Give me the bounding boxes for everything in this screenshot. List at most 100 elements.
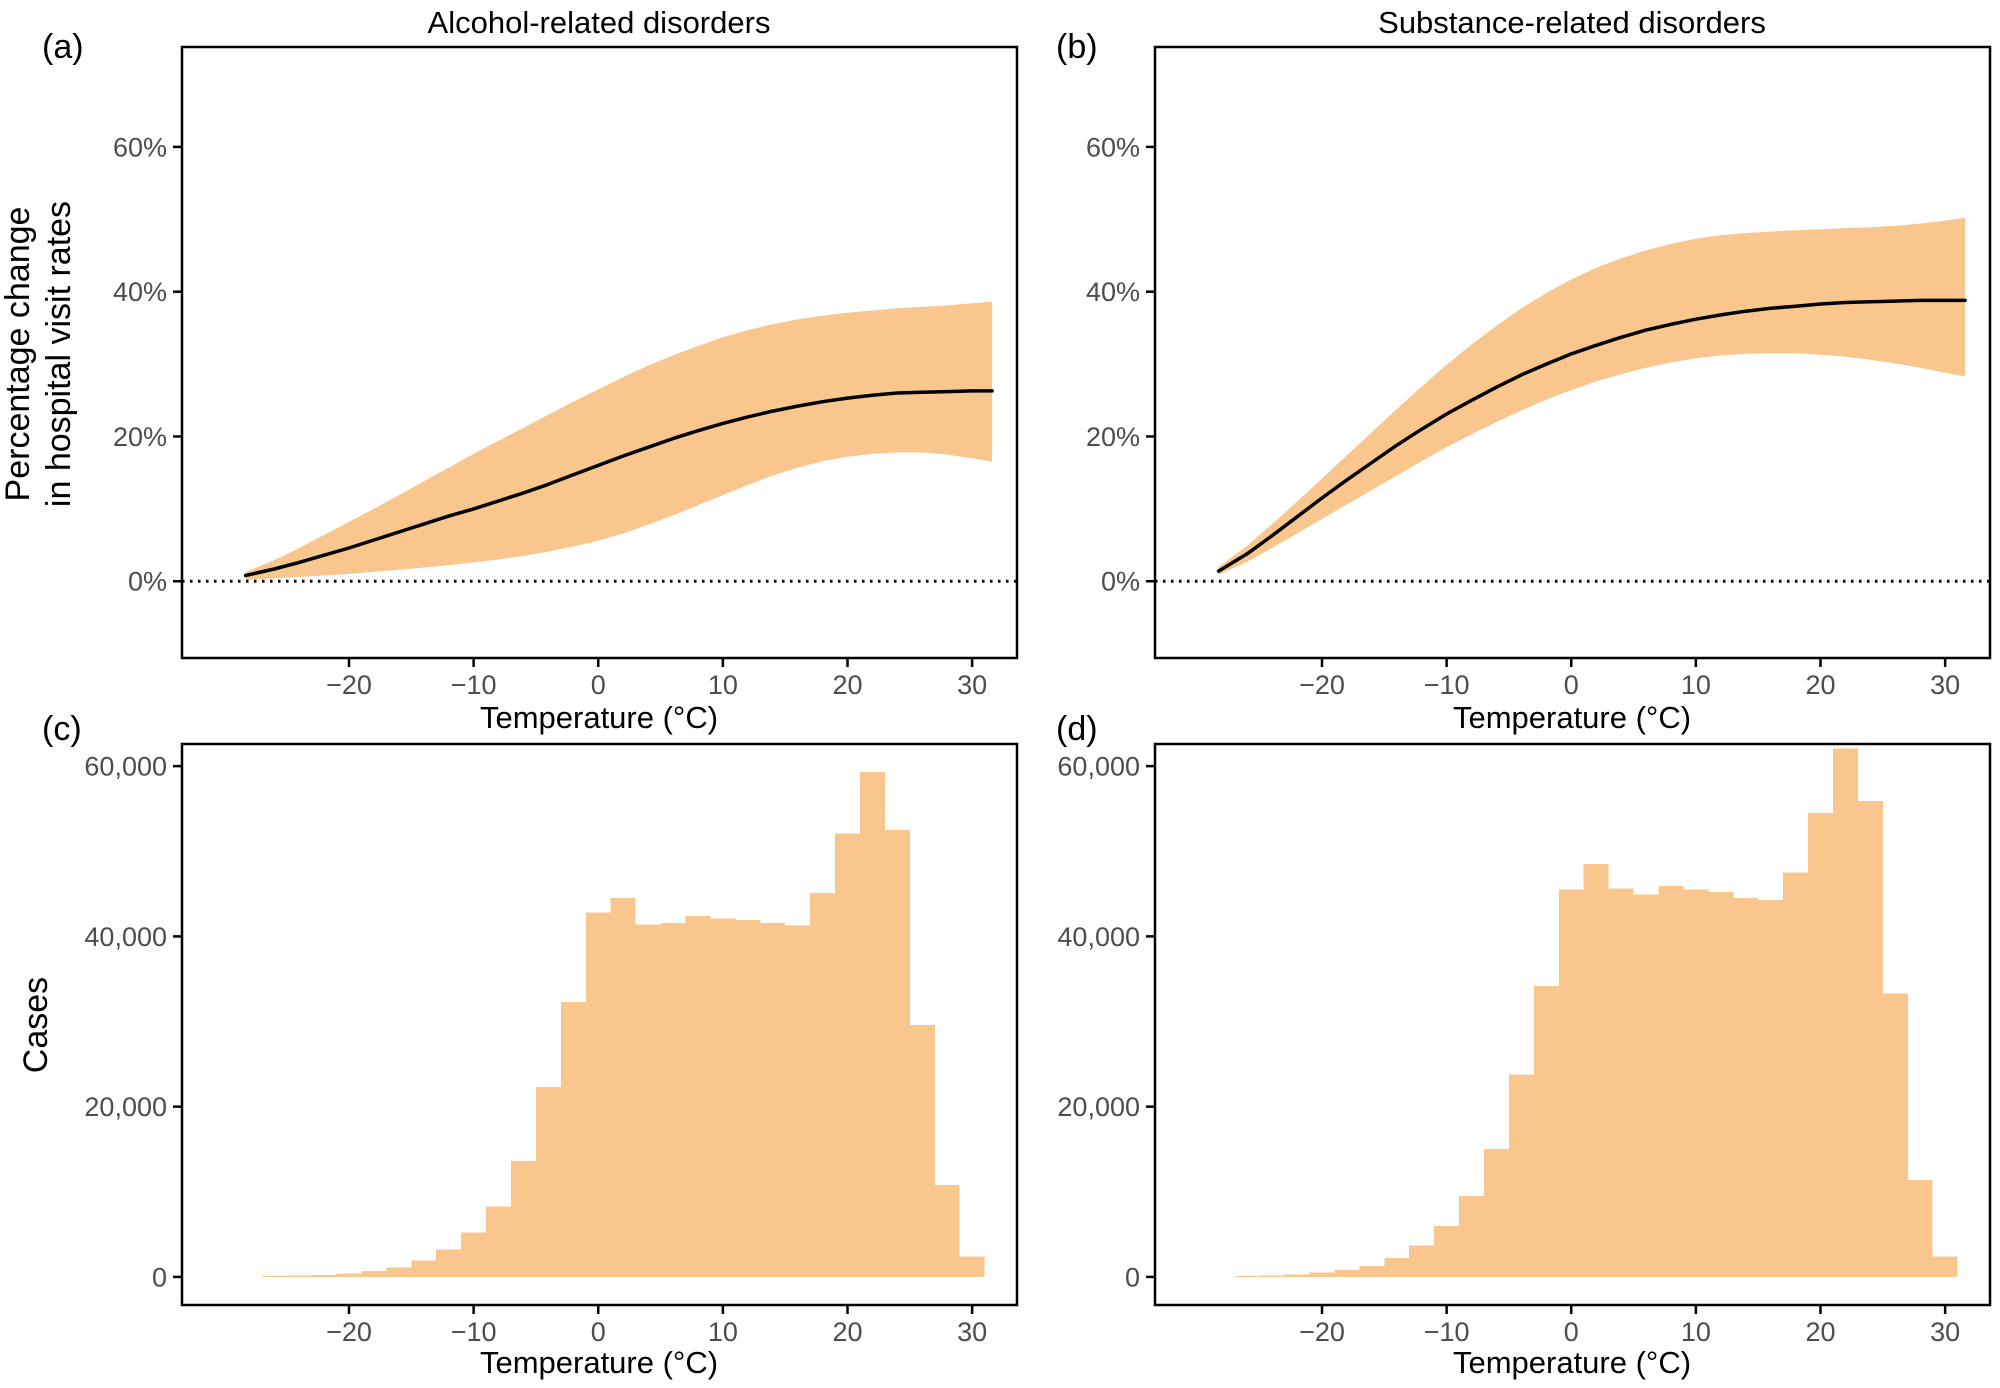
- panel-c-histogram-bar: [884, 829, 910, 1277]
- panel-c-histogram-bar: [635, 924, 661, 1277]
- panel-d-x-tick-label: 30: [1930, 1317, 1960, 1347]
- panel-d-histogram-bar: [1334, 1270, 1360, 1277]
- panel-b-response-curve: [1216, 298, 1967, 573]
- panel-c-histogram-bar: [610, 898, 636, 1277]
- panel-c-histogram-bar: [261, 1276, 287, 1277]
- panel-d-x-tick-label: 10: [1681, 1317, 1711, 1347]
- panel-d-x-tick-label: −20: [1299, 1317, 1345, 1347]
- panel-d-histogram-bar: [1409, 1245, 1435, 1277]
- x-axis-title-panel-a: Temperature (°C): [479, 700, 719, 735]
- panel-d-histogram-bar: [1783, 872, 1809, 1277]
- panel-d-x-tick-label: 0: [1564, 1317, 1579, 1347]
- panel-b-confidence-band: [1218, 217, 1966, 575]
- y-axis-title-line2: in hospital visit rates: [40, 200, 78, 508]
- panel-d-letter: (d): [1056, 710, 1098, 748]
- panel-c-x-tick-label: 20: [832, 1317, 862, 1347]
- panel-a-title: Alcohol-related disorders: [427, 5, 771, 40]
- panel-c-histogram-bar: [685, 915, 711, 1277]
- panel-c-histogram-bar: [859, 772, 885, 1277]
- panel-c-x-tick-label: 0: [591, 1317, 606, 1347]
- panel-c-histogram-bar: [336, 1273, 362, 1277]
- panel-a-letter: (a): [42, 28, 84, 66]
- y-axis-title-line1: Percentage change: [0, 206, 37, 502]
- panel-d-histogram-bar: [1932, 1256, 1958, 1277]
- panel-a-y-tick-label: 20%: [113, 422, 167, 452]
- x-axis-title-panel-d: Temperature (°C): [1452, 1345, 1692, 1380]
- panel-d-histogram-bar: [1907, 1179, 1933, 1277]
- panel-d-histogram-bar: [1558, 889, 1584, 1277]
- panel-a-x-tick-label: 30: [957, 670, 987, 700]
- panel-d-histogram-bar: [1309, 1272, 1335, 1277]
- panel-c-histogram-bar: [560, 1001, 586, 1277]
- panel-c-histogram-bar: [286, 1275, 312, 1277]
- panel-a-y-tick-label: 40%: [113, 277, 167, 307]
- panel-d-histogram-bar: [1733, 898, 1759, 1277]
- panel-d-histogram-bar: [1708, 892, 1734, 1277]
- panel-c-histogram-bar: [660, 922, 686, 1277]
- panel-c-histogram-bar: [436, 1249, 462, 1277]
- panel-c-histogram-bar: [585, 912, 611, 1277]
- panel-d-histogram-bar: [1284, 1274, 1310, 1277]
- panel-d-histogram-bar: [1658, 886, 1684, 1277]
- panel-c-histogram-bar: [735, 920, 761, 1277]
- panel-a-x-tick-label: −10: [451, 670, 497, 700]
- panel-c-x-tick-label: −10: [451, 1317, 497, 1347]
- panel-d-histogram-bar: [1882, 993, 1908, 1277]
- panel-d-histogram-bar: [1633, 894, 1659, 1277]
- panel-c-histogram-bar: [760, 922, 786, 1277]
- panel-c-y-tick-label: 60,000: [84, 752, 167, 782]
- panel-c-y-tick-label: 20,000: [84, 1092, 167, 1122]
- panel-c-x-tick-label: −20: [326, 1317, 372, 1347]
- panel-a-x-tick-label: 0: [591, 670, 606, 700]
- panel-d-histogram-bar: [1459, 1196, 1485, 1277]
- panel-d-histogram-bar: [1234, 1275, 1260, 1277]
- panel-d-histogram-bar: [1758, 899, 1784, 1277]
- panel-a-response-curve: [243, 389, 994, 578]
- panel-c-x-tick-label: 10: [708, 1317, 738, 1347]
- panel-b-y-tick-label: 20%: [1086, 422, 1140, 452]
- panel-b-letter: (b): [1056, 28, 1098, 66]
- x-axis-title-panel-b: Temperature (°C): [1452, 700, 1692, 735]
- panel-d-y-tick-label: 20,000: [1057, 1092, 1140, 1122]
- panel-d-x-tick-label: −10: [1424, 1317, 1470, 1347]
- panel-c-histogram-bar: [810, 892, 836, 1277]
- panel-d-histogram-bar: [1533, 985, 1559, 1277]
- y-axis-title-cases: Cases: [17, 976, 55, 1074]
- panel-b-y-tick-label: 40%: [1086, 277, 1140, 307]
- panel-a-confidence-band: [245, 301, 993, 580]
- panel-c-histogram-bar: [785, 925, 811, 1277]
- panel-d-y-tick-label: 60,000: [1057, 752, 1140, 782]
- panel-d-y-tick-label: 0: [1125, 1262, 1140, 1292]
- panel-b-x-tick-label: −20: [1299, 670, 1345, 700]
- panel-c-letter: (c): [42, 710, 82, 748]
- panel-b-x-tick-label: 30: [1930, 670, 1960, 700]
- panel-b-y-tick-label: 0%: [1101, 567, 1140, 597]
- panel-d-histogram-bar: [1832, 748, 1858, 1277]
- panel-c-histogram-bar: [311, 1274, 337, 1277]
- panel-c-histogram-bar: [411, 1260, 437, 1277]
- panel-b-x-tick-label: 10: [1681, 670, 1711, 700]
- panel-a-y-tick-label: 60%: [113, 132, 167, 162]
- panel-b-x-tick-label: 20: [1805, 670, 1835, 700]
- panel-a-y-tick-label: 0%: [128, 567, 167, 597]
- x-axis-title-panel-c: Temperature (°C): [479, 1345, 719, 1380]
- panel-c-y-tick-label: 0: [152, 1262, 167, 1292]
- panel-d-histogram-bar: [1359, 1265, 1385, 1277]
- panel-d-histogram-bar: [1484, 1149, 1509, 1277]
- panel-d-histogram-bar: [1259, 1275, 1285, 1277]
- panel-c-histogram-bar: [710, 918, 736, 1277]
- panel-a-x-tick-label: −20: [326, 670, 372, 700]
- panel-c-histogram-bar: [486, 1206, 512, 1277]
- panel-a-x-tick-label: 20: [832, 670, 862, 700]
- panel-d-histogram-bar: [1683, 889, 1709, 1277]
- panel-b-x-tick-label: −10: [1424, 670, 1470, 700]
- panel-d-histogram-bar: [1583, 864, 1609, 1277]
- panel-d-histogram-bar: [1857, 801, 1883, 1277]
- panel-c-y-tick-label: 40,000: [84, 922, 167, 952]
- panel-d-x-tick-label: 20: [1805, 1317, 1835, 1347]
- panel-d-histogram-bar: [1434, 1225, 1460, 1277]
- panel-c-x-tick-label: 30: [957, 1317, 987, 1347]
- panel-c-histogram-bar: [535, 1087, 561, 1277]
